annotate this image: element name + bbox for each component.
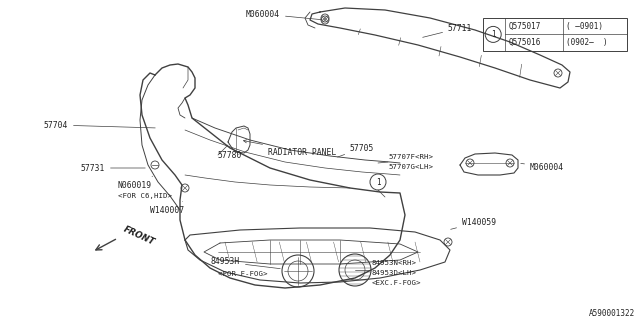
Text: 57731: 57731 — [81, 164, 145, 172]
Text: <FOR C6,HID>: <FOR C6,HID> — [118, 193, 172, 199]
Text: FRONT: FRONT — [122, 225, 156, 247]
Text: 84953D<LH>: 84953D<LH> — [372, 270, 417, 276]
Text: Q575016: Q575016 — [508, 38, 541, 47]
Text: N060019: N060019 — [118, 176, 152, 189]
Text: Q575017: Q575017 — [508, 21, 541, 30]
Text: 57711: 57711 — [422, 23, 472, 37]
Bar — [483, 18, 627, 51]
Text: ( –0901): ( –0901) — [566, 21, 604, 30]
Text: 1: 1 — [491, 30, 495, 39]
Text: 57704: 57704 — [44, 121, 156, 130]
Text: 84953H: 84953H — [211, 258, 280, 269]
Text: <FOR F-FOG>: <FOR F-FOG> — [218, 271, 268, 277]
Text: (0902–  ): (0902– ) — [566, 38, 608, 47]
Text: RADIATOR PANEL: RADIATOR PANEL — [243, 140, 336, 156]
Text: W140007: W140007 — [150, 201, 184, 214]
Text: 84953N<RH>: 84953N<RH> — [372, 260, 417, 266]
Text: 57707G<LH>: 57707G<LH> — [388, 164, 433, 170]
Text: 57780: 57780 — [218, 150, 243, 159]
Text: 57705: 57705 — [338, 143, 374, 157]
Text: M060004: M060004 — [246, 10, 322, 20]
Text: A590001322: A590001322 — [589, 309, 635, 318]
Text: W140059: W140059 — [451, 218, 496, 229]
Text: 1: 1 — [376, 178, 380, 187]
Text: <EXC.F-FOG>: <EXC.F-FOG> — [372, 280, 422, 286]
Text: 57707F<RH>: 57707F<RH> — [388, 154, 433, 160]
Text: M060004: M060004 — [521, 163, 564, 172]
